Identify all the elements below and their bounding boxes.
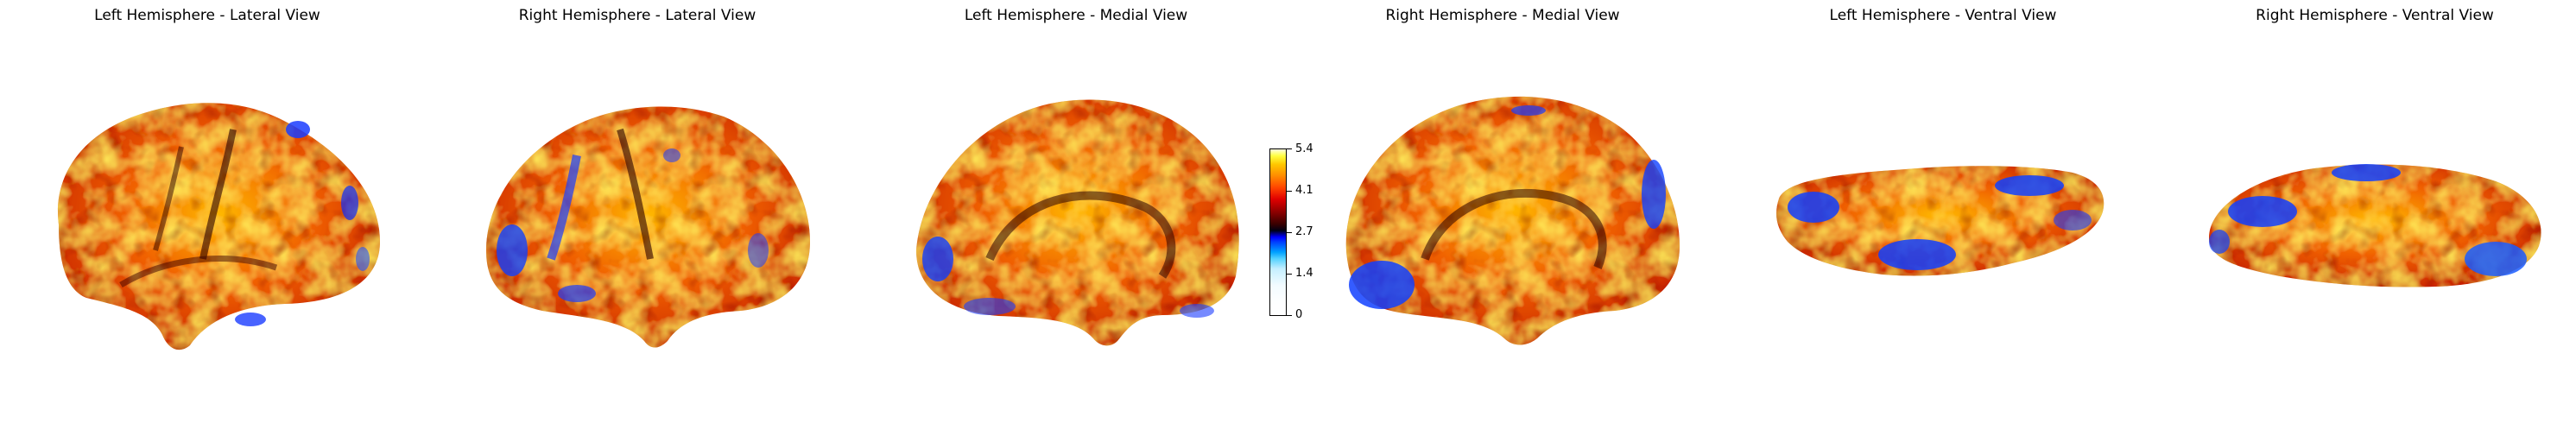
brain-ventral-left-icon [1776, 166, 2104, 276]
colorbar-tick [1287, 191, 1292, 192]
panel-left-ventral: Left Hemisphere - Ventral View [1753, 0, 2133, 442]
brain-medial-left-icon [916, 99, 1239, 346]
brain-lateral-left-icon [57, 103, 381, 350]
colorbar-tick [1287, 148, 1292, 149]
panel-left-lateral: Left Hemisphere - Lateral View [17, 0, 397, 442]
colorbar-label: 1.4 [1295, 267, 1313, 280]
panel-title: Right Hemisphere - Ventral View [2256, 7, 2494, 24]
colorbar-label: 2.7 [1295, 225, 1313, 238]
panel-title: Right Hemisphere - Medial View [1385, 7, 1620, 24]
brain-lateral-right-icon [486, 106, 810, 348]
colorbar-tick [1287, 315, 1292, 316]
brain-ventral-right-icon [2209, 164, 2541, 287]
colorbar-tick [1287, 232, 1292, 233]
colorbar-label: 4.1 [1295, 184, 1313, 197]
panel-right-medial: Right Hemisphere - Medial View [1313, 0, 1693, 442]
panel-right-lateral: Right Hemisphere - Lateral View [447, 0, 827, 442]
colorbar-label: 5.4 [1295, 142, 1313, 155]
panel-title: Left Hemisphere - Ventral View [1829, 7, 2057, 24]
colorbar-label: 0 [1295, 308, 1303, 321]
panel-title: Right Hemisphere - Lateral View [518, 7, 756, 24]
panel-left-medial: Left Hemisphere - Medial View [886, 0, 1266, 442]
panel-title: Left Hemisphere - Medial View [964, 7, 1188, 24]
brain-medial-right-icon [1345, 96, 1680, 345]
panel-title: Left Hemisphere - Lateral View [94, 7, 320, 24]
colorbar-tick [1287, 274, 1292, 275]
panel-right-ventral: Right Hemisphere - Ventral View [2185, 0, 2565, 442]
colorbar [1269, 148, 1287, 316]
